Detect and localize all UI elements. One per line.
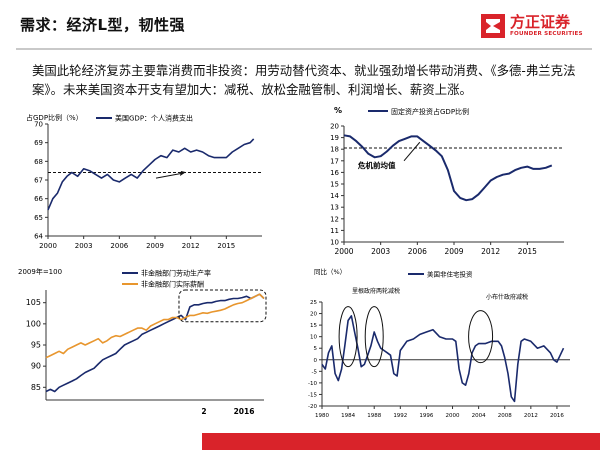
series-line — [321, 315, 565, 403]
x-tick-label: 2009 — [146, 242, 164, 250]
y-tick-label: -15 — [308, 392, 317, 398]
nonres-investment-chart: 同比（%） 25 20 15 10 5 0 -5 -10 -15 -20 1980 1984 1988 19… — [296, 266, 588, 424]
legend-label-1: 非金融部门劳动生产率 — [141, 269, 211, 278]
x-tick-label: 2003 — [75, 242, 93, 250]
y-tick-label: -20 — [308, 404, 317, 410]
y-axis-title: 同比（%） — [314, 267, 346, 276]
productivity-chart: 2009年=100 85 90 95 100 105 2 2016 非金融部门劳动生产率 非金融部… — [12, 266, 276, 424]
slide-title: 需求：经济L型，韧性强 — [20, 16, 186, 34]
legend-label: 美国GDP：个人消费支出 — [115, 114, 193, 123]
y-tick-label: 19 — [330, 134, 339, 142]
x-tick-label: 1988 — [367, 413, 381, 419]
highlight-ellipse-1 — [338, 306, 358, 368]
x-tick-label: 1992 — [393, 413, 407, 419]
x-tick-label: 2016 — [234, 407, 255, 416]
x-tick-label: 1980 — [315, 413, 329, 419]
series-line-2 — [45, 293, 265, 359]
y-axis-title: 2009年=100 — [18, 267, 62, 276]
x-tick-label: 2012 — [182, 242, 200, 250]
x-tick-label: 2016 — [550, 413, 564, 419]
x-tick-label: 2000 — [334, 247, 353, 256]
y-tick-label: 15 — [310, 323, 317, 329]
y-tick-label: 10 — [330, 239, 339, 247]
y-tick-label: 64 — [34, 233, 43, 241]
logo-name-en: FOUNDER SECURITIES — [510, 31, 583, 37]
annotation-arrow — [403, 141, 421, 162]
logo-mark-icon — [481, 14, 505, 38]
subtitle-text: 美国此轮经济复苏主要靠消费而非投资：用劳动替代资本、就业强劲增长带动消费、《多德… — [32, 63, 576, 97]
footer-bar — [202, 433, 600, 450]
y-tick-label: 13 — [330, 204, 339, 212]
x-tick-label: 2012 — [524, 413, 538, 419]
y-tick-label: 100 — [26, 319, 41, 328]
y-tick-label: 105 — [26, 298, 41, 307]
y-tick-label: 67 — [34, 177, 43, 185]
y-tick-label: -10 — [308, 381, 317, 387]
annotation-label-1: 里根政府两轮减税 — [352, 287, 400, 295]
highlight-ellipse-2 — [364, 306, 384, 368]
y-tick-label: 69 — [34, 139, 43, 147]
x-tick-label: 2009 — [444, 247, 463, 256]
x-tick-label: 2008 — [498, 413, 512, 419]
y-tick-label: 65 — [34, 214, 43, 222]
company-logo: 方正证券 FOUNDER SECURITIES — [480, 11, 592, 45]
annotation-label: 危机前均值 — [358, 160, 396, 170]
y-tick-label: 15 — [330, 181, 339, 189]
annotation-label-2: 小布什政府减税 — [486, 293, 528, 301]
y-axis-title: 占GDP比例（%） — [26, 113, 83, 122]
highlight-ellipse-3 — [468, 310, 494, 364]
y-tick-label: 85 — [31, 383, 41, 392]
series-line-1 — [45, 293, 265, 393]
y-tick-label: 20 — [330, 123, 339, 131]
y-tick-label: 14 — [330, 192, 339, 200]
y-tick-label: -5 — [312, 369, 318, 375]
y-tick-label: 17 — [330, 157, 339, 165]
y-tick-label: 25 — [310, 300, 317, 306]
x-tick-label: 2015 — [518, 247, 537, 256]
x-tick-label: 2012 — [481, 247, 500, 256]
x-tick-label: 2003 — [371, 247, 390, 256]
logo-name: 方正证券 — [510, 13, 571, 31]
x-tick-label: 2004 — [472, 413, 486, 419]
x-tick-label: 2006 — [408, 247, 427, 256]
y-tick-label: 95 — [31, 341, 41, 350]
y-tick-label: 11 — [330, 227, 339, 235]
annotation-arrow — [155, 172, 182, 179]
x-tick-label: 2000 — [39, 242, 57, 250]
investment-chart: % 10 11 12 13 14 15 16 17 18 19 20 2000 2003 2006 2009 2… — [308, 106, 574, 256]
x-tick-label: 2000 — [446, 413, 460, 419]
y-tick-label: 66 — [34, 195, 43, 203]
y-axis-title: % — [334, 106, 342, 115]
legend-label: 固定资产投资占GDP比例 — [391, 107, 469, 116]
y-tick-label: 12 — [330, 215, 339, 223]
y-tick-label: 90 — [31, 362, 41, 371]
x-tick-label: 2006 — [110, 242, 128, 250]
x-tick-label: 1984 — [341, 413, 355, 419]
y-tick-label: 0 — [314, 358, 318, 364]
highlight-box — [178, 289, 267, 323]
y-tick-label: 70 — [34, 121, 43, 129]
series-line — [343, 134, 553, 202]
y-tick-label: 20 — [310, 312, 317, 318]
y-tick-label: 10 — [310, 335, 317, 341]
annotation-arrow-head — [180, 170, 186, 176]
legend-label-2: 非金融部门实际薪酬 — [141, 280, 204, 289]
series-line — [47, 138, 255, 211]
x-tick-label: 2015 — [217, 242, 235, 250]
header-divider — [16, 48, 592, 50]
y-tick-label: 5 — [314, 346, 318, 352]
x-tick-label: 2 — [201, 407, 206, 416]
x-tick-label: 1996 — [419, 413, 433, 419]
legend-label: 美国非住宅投资 — [427, 270, 473, 279]
y-tick-label: 68 — [34, 158, 43, 166]
consumption-chart: 占GDP比例（%） 64 65 66 67 68 69 70 2000 2003 2006 2009 2… — [26, 112, 280, 250]
y-tick-label: 16 — [330, 169, 339, 177]
y-tick-label: 18 — [330, 146, 339, 154]
